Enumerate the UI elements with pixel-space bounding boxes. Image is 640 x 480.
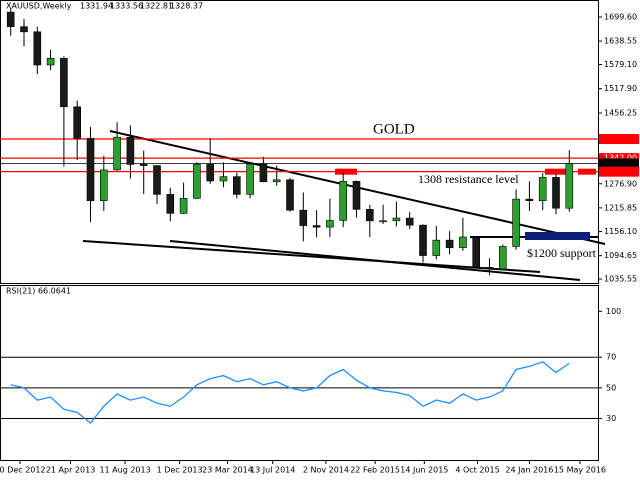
candle-body <box>405 217 414 226</box>
annotation: $1200 support <box>527 246 597 260</box>
candle-body <box>126 136 135 165</box>
candle-body <box>459 236 467 248</box>
y-tick-label: 1579.10 <box>604 60 637 69</box>
price-label: 1342.00 <box>604 154 637 163</box>
candle-body <box>326 220 334 228</box>
candle-body <box>565 163 574 209</box>
x-tick-label: 23 Mar 2014 <box>202 466 253 475</box>
x-tick-label: 15 May 2016 <box>554 466 606 475</box>
candle-body <box>512 198 520 247</box>
y-tick-label: 70 <box>606 353 616 362</box>
y-tick-label: 1035.55 <box>604 274 637 283</box>
y-tick-label: 1215.85 <box>604 203 637 212</box>
candle-body <box>46 57 55 66</box>
candle-body <box>339 181 348 221</box>
candle-body <box>60 57 68 108</box>
candle-body <box>233 176 241 195</box>
candle-body <box>432 239 441 256</box>
candle-body <box>73 106 81 139</box>
y-tick-label: 1276.90 <box>604 179 637 188</box>
price-label-box <box>599 158 639 169</box>
x-tick-label: 21 Apr 2013 <box>46 466 95 475</box>
candle-body <box>86 138 95 201</box>
header-value: 1322.81 <box>140 2 173 11</box>
candle-body <box>193 164 201 199</box>
price-label-box <box>599 166 639 177</box>
y-tick-label: 1638.55 <box>604 37 637 46</box>
candle-body <box>246 163 254 195</box>
x-tick-label: 2 Nov 2014 <box>303 466 349 475</box>
candle-body <box>379 220 387 223</box>
trend-line <box>169 240 581 281</box>
candle-body <box>139 164 148 166</box>
y-tick-label: 30 <box>606 414 616 423</box>
candle-body <box>419 224 427 256</box>
header-value: 1333.56 <box>110 2 143 11</box>
candle-body <box>525 198 534 201</box>
candle-body <box>179 198 188 214</box>
candle-body <box>259 163 268 183</box>
support-zone <box>525 232 590 240</box>
candle-body <box>312 225 321 228</box>
candle-body <box>286 179 294 211</box>
y-tick-label: 50 <box>606 383 616 392</box>
price-label-box <box>599 134 639 145</box>
y-tick-label: 1456.25 <box>604 109 637 118</box>
candle-body <box>472 236 481 268</box>
candle-body <box>272 179 281 183</box>
y-tick-label: 100 <box>606 307 621 316</box>
candle-body <box>299 209 308 226</box>
rsi-line <box>10 361 570 425</box>
candle-body <box>219 176 228 182</box>
y-tick-label: 1156.10 <box>604 227 637 236</box>
x-tick-label: 14 Jun 2015 <box>400 466 448 475</box>
candle-body <box>113 136 121 171</box>
candle-body <box>166 194 175 214</box>
x-tick-label: 4 Oct 2015 <box>455 466 499 475</box>
rsi-panel <box>0 285 599 461</box>
candle-body <box>392 217 401 222</box>
x-tick-label: 11 Aug 2013 <box>99 466 150 475</box>
resistance-marker <box>545 168 567 175</box>
x-tick-label: 24 Jan 2016 <box>505 466 553 475</box>
rsi-title: RSI(21) 66.0641 <box>6 287 71 296</box>
candle-body <box>498 246 507 270</box>
x-tick-label: 30 Dec 2012 <box>0 466 46 475</box>
candle-body <box>153 165 161 195</box>
x-tick-label: 13 Jul 2014 <box>250 466 295 475</box>
resistance-marker <box>335 168 357 175</box>
annotation: GOLD <box>373 121 415 137</box>
candle-body <box>485 267 494 270</box>
candle-body <box>552 177 560 209</box>
candle-body <box>365 209 374 222</box>
trend-line <box>82 240 541 273</box>
resistance-marker <box>578 168 596 175</box>
annotation: 1308 resistance level <box>418 172 519 186</box>
header-value: 1328.37 <box>170 2 203 11</box>
y-tick-label: 1517.90 <box>604 84 637 93</box>
candle-body <box>100 169 108 201</box>
y-tick-label: 1094.65 <box>604 251 637 260</box>
candle-body <box>33 31 42 66</box>
candle-body <box>352 181 361 210</box>
candle-body <box>20 26 28 33</box>
price-panel <box>0 0 599 284</box>
x-tick-label: 1 Dec 2013 <box>157 466 203 475</box>
header-value: 1331.94 <box>80 2 113 11</box>
price-label-box <box>599 153 639 164</box>
symbol: XAUUSD,Weekly <box>6 2 72 11</box>
candle-body <box>206 164 214 182</box>
candle-body <box>445 239 454 248</box>
candle-body <box>6 11 15 28</box>
x-tick-label: 22 Feb 2015 <box>350 466 400 475</box>
candle-body <box>538 177 547 201</box>
y-tick-label: 1699.60 <box>604 13 637 22</box>
